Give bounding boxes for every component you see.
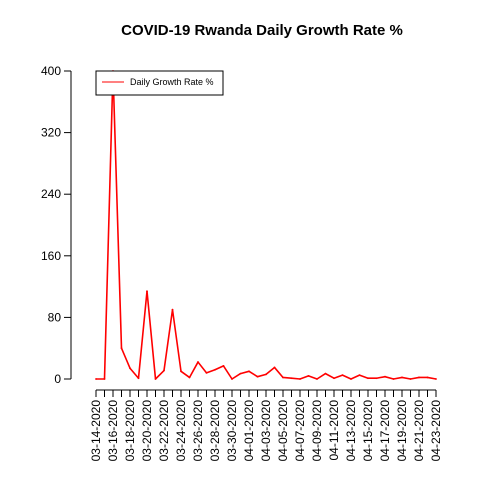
x-tick-label: 04-15-2020 bbox=[361, 400, 375, 462]
x-tick-label: 03-26-2020 bbox=[191, 400, 205, 462]
data-point bbox=[290, 377, 293, 380]
data-point bbox=[426, 376, 429, 379]
data-point bbox=[316, 378, 318, 380]
chart-title: COVID-19 Rwanda Daily Growth Rate % bbox=[121, 22, 403, 39]
data-point bbox=[435, 378, 437, 380]
data-point bbox=[392, 378, 395, 380]
data-point bbox=[307, 375, 310, 377]
data-point bbox=[299, 378, 301, 380]
data-point bbox=[324, 372, 327, 375]
data-point bbox=[188, 376, 191, 379]
y-tick-label: 0 bbox=[54, 372, 61, 386]
y-tick-label: 320 bbox=[41, 126, 61, 140]
y-tick-label: 240 bbox=[41, 187, 61, 201]
data-point bbox=[375, 377, 378, 380]
x-axis: 03-14-2020 03-16-2020 03-18-2020 03-20-2020… bbox=[89, 389, 443, 462]
x-tick-label: 04-01-2020 bbox=[242, 400, 256, 462]
x-tick-label: 04-23-2020 bbox=[429, 400, 443, 462]
data-point bbox=[239, 372, 242, 375]
data-point bbox=[256, 375, 259, 378]
data-point bbox=[273, 366, 276, 369]
data-point bbox=[222, 365, 225, 367]
data-point bbox=[137, 377, 140, 380]
x-tick-label: 03-16-2020 bbox=[106, 400, 120, 462]
data-point bbox=[248, 370, 250, 373]
x-tick-label: 04-05-2020 bbox=[276, 400, 290, 462]
data-point bbox=[231, 378, 233, 380]
data-point bbox=[171, 308, 174, 311]
data-point bbox=[358, 374, 361, 377]
data-point bbox=[129, 367, 131, 370]
x-tick-label: 04-09-2020 bbox=[310, 400, 324, 462]
data-point bbox=[197, 361, 199, 363]
y-axis: 0 80 160 240 320 400 bbox=[41, 64, 72, 386]
data-point bbox=[384, 375, 386, 378]
data-point bbox=[265, 373, 267, 376]
data-point bbox=[401, 376, 403, 379]
legend-label: Daily Growth Rate % bbox=[130, 77, 214, 87]
data-point bbox=[95, 378, 97, 380]
data-point bbox=[163, 369, 165, 372]
x-tick-label: 03-18-2020 bbox=[123, 400, 137, 462]
legend: Daily Growth Rate % bbox=[95, 70, 224, 96]
x-tick-label: 04-11-2020 bbox=[327, 400, 341, 461]
series-line bbox=[96, 70, 437, 380]
x-tick-label: 03-20-2020 bbox=[140, 400, 154, 462]
y-tick-label: 160 bbox=[41, 249, 61, 263]
x-tick-label: 03-14-2020 bbox=[89, 400, 103, 462]
legend-box bbox=[95, 70, 224, 96]
data-point bbox=[205, 371, 208, 374]
x-tick-label: 04-07-2020 bbox=[293, 400, 307, 462]
x-tick-label: 04-17-2020 bbox=[378, 400, 392, 462]
data-point bbox=[409, 378, 412, 380]
x-tick-label: 03-24-2020 bbox=[174, 400, 188, 462]
x-tick-label: 04-13-2020 bbox=[344, 400, 358, 462]
data-point bbox=[180, 370, 182, 373]
x-tick-label: 03-30-2020 bbox=[225, 400, 239, 462]
data-point bbox=[146, 290, 148, 293]
data-point bbox=[103, 378, 106, 380]
data-point bbox=[333, 377, 335, 380]
y-tick-label: 80 bbox=[48, 310, 62, 324]
x-tick-label: 04-19-2020 bbox=[395, 400, 409, 462]
x-tick-label: 04-03-2020 bbox=[259, 400, 273, 462]
x-tick-label: 03-22-2020 bbox=[157, 400, 171, 462]
data-point bbox=[120, 347, 123, 350]
x-tick-label: 04-21-2020 bbox=[412, 400, 426, 462]
data-point bbox=[367, 377, 369, 380]
data-point bbox=[350, 378, 352, 380]
x-tick-label: 03-28-2020 bbox=[208, 400, 222, 462]
data-point bbox=[214, 368, 216, 371]
data-point bbox=[418, 376, 420, 379]
data-point bbox=[341, 374, 344, 377]
data-point bbox=[282, 376, 284, 379]
series-layer bbox=[95, 70, 437, 380]
y-tick-label: 400 bbox=[41, 64, 61, 78]
data-point bbox=[154, 378, 157, 380]
